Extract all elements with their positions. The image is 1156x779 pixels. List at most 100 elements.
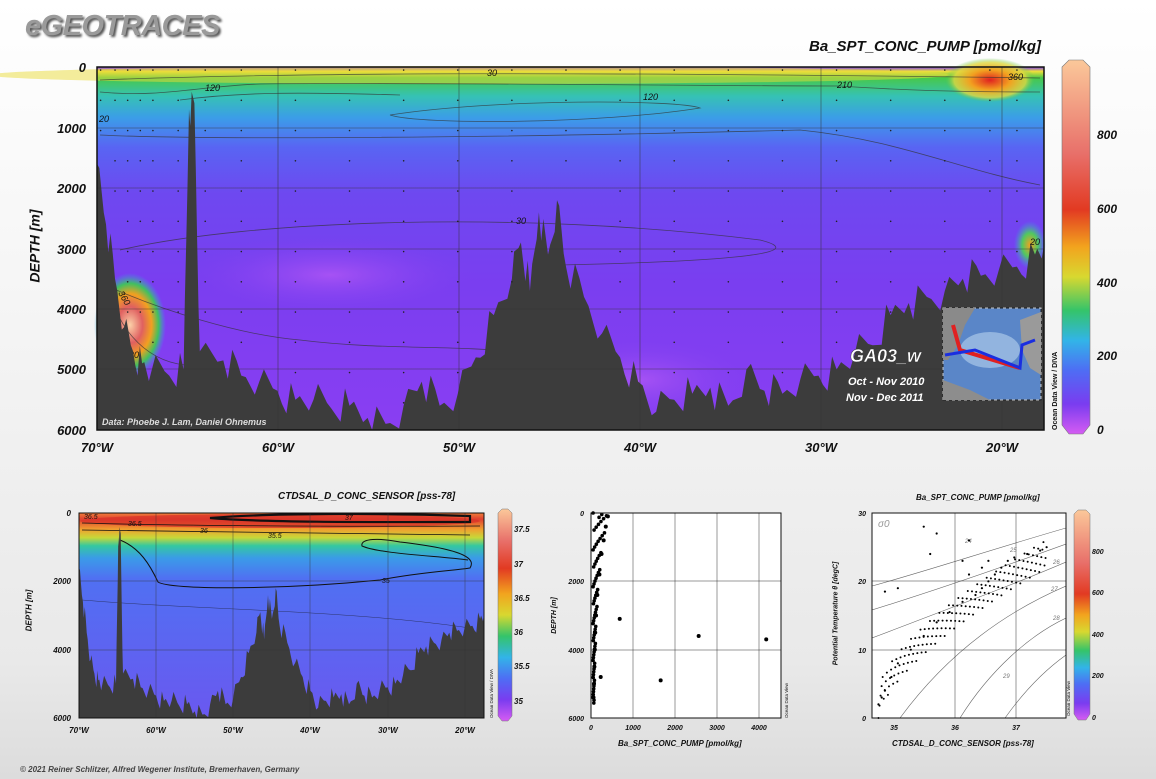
station-sample-dot xyxy=(943,129,946,132)
ts-point xyxy=(913,644,916,647)
colorbar-side-label: Ocean Data View / DIVA xyxy=(1052,352,1059,430)
scatter-point xyxy=(593,596,597,600)
station-sample-dot xyxy=(402,280,405,283)
main-colorbar xyxy=(1061,59,1091,435)
scatter-point xyxy=(595,556,600,561)
y-tick-label: 4000 xyxy=(567,648,584,655)
ts-point xyxy=(955,612,958,615)
station-sample-dot xyxy=(673,341,676,344)
scatter-point xyxy=(592,684,596,688)
ts-point xyxy=(895,658,898,661)
ts-point xyxy=(961,597,964,600)
scatter-ylabel: DEPTH [m] xyxy=(550,597,558,634)
ts-point xyxy=(946,611,949,614)
y-tick-label: 4000 xyxy=(56,302,87,317)
station-sample-dot xyxy=(126,311,129,313)
x-tick-label: 2000 xyxy=(666,725,683,732)
station-sample-dot xyxy=(889,99,892,102)
station-sample-dot xyxy=(565,129,567,132)
station-sample-dot xyxy=(204,250,207,253)
station-sample-dot xyxy=(456,311,459,313)
station-sample-dot xyxy=(294,371,297,374)
ts-point xyxy=(1026,560,1029,563)
station-sample-dot xyxy=(781,311,784,313)
scatter-point xyxy=(591,675,596,680)
scatter-point xyxy=(592,678,597,683)
ts-point xyxy=(944,627,947,630)
ts-point xyxy=(1016,574,1019,577)
scatter-point xyxy=(594,525,598,529)
station-sample-dot xyxy=(835,341,838,344)
contour-label: 37 xyxy=(345,515,354,522)
station-sample-dot xyxy=(727,250,730,253)
ts-point xyxy=(945,619,948,622)
station-sample-dot xyxy=(943,280,946,283)
x-tick-label: 40°W xyxy=(623,440,658,455)
station-sample-dot xyxy=(673,220,676,223)
station-sample-dot xyxy=(673,69,676,71)
ts-point xyxy=(922,635,925,638)
colorbar-tick: 200 xyxy=(1091,673,1104,680)
station-sample-dot xyxy=(402,99,405,102)
scatter-point xyxy=(600,533,604,538)
ts-point xyxy=(1021,567,1024,570)
ts-point xyxy=(963,612,966,615)
ts-point xyxy=(1013,565,1016,568)
station-sample-dot xyxy=(673,159,676,162)
station-sample-dot xyxy=(889,69,892,71)
ts-point xyxy=(901,670,904,673)
ts-point xyxy=(919,628,922,631)
contour-label: 30 xyxy=(487,68,497,78)
station-sample-dot xyxy=(889,220,892,223)
scatter-point xyxy=(592,528,596,532)
ts-point xyxy=(935,621,938,624)
ts-point xyxy=(1027,553,1030,556)
ts-point xyxy=(930,642,933,645)
station-sample-dot xyxy=(177,311,179,313)
scatter-point xyxy=(594,576,598,581)
colorbar-tick: 400 xyxy=(1091,632,1104,639)
ts-point xyxy=(935,532,938,535)
colorbar-tick: 0 xyxy=(1097,423,1104,437)
ts-point xyxy=(894,666,897,669)
station-sample-dot xyxy=(204,99,207,102)
station-sample-dot xyxy=(152,69,154,71)
station-sample-dot xyxy=(152,159,154,162)
contour-label: 210 xyxy=(836,80,852,90)
scatter-point xyxy=(591,584,595,589)
scatter-point xyxy=(593,613,597,617)
x-tick-label: 20°W xyxy=(454,726,476,735)
scatter-point xyxy=(593,593,598,598)
scatter-point xyxy=(592,647,597,651)
ts-point xyxy=(1009,588,1012,591)
ts-point xyxy=(974,598,977,601)
colorbar-tick: 600 xyxy=(1097,202,1117,216)
ts-point xyxy=(905,669,908,672)
ts-point xyxy=(898,664,901,667)
station-sample-dot xyxy=(835,250,838,253)
ts-point xyxy=(1028,576,1031,579)
colorbar-tick: 800 xyxy=(1092,549,1104,556)
y-tick-label: 5000 xyxy=(57,362,87,377)
scatter-point xyxy=(591,692,596,697)
station-sample-dot xyxy=(456,129,459,132)
scatter-point xyxy=(591,635,596,640)
sigma-label: σ0 xyxy=(878,519,890,530)
station-sample-dot xyxy=(139,250,142,253)
ts-point xyxy=(929,552,932,556)
ts-point xyxy=(1013,556,1016,559)
ts-point xyxy=(1017,566,1020,569)
ts-point xyxy=(947,604,950,607)
station-sample-dot xyxy=(240,311,243,313)
ts-point xyxy=(883,688,886,691)
ts-point xyxy=(1019,582,1022,585)
ts-point xyxy=(1003,571,1006,574)
station-sample-dot xyxy=(240,250,243,253)
station-sample-dot xyxy=(727,129,730,132)
ts-point xyxy=(974,593,977,597)
colorbar-tick: 37.5 xyxy=(514,525,530,534)
station-sample-dot xyxy=(126,250,129,253)
scatter-point xyxy=(591,655,596,660)
ts-point xyxy=(887,685,890,688)
station-sample-dot xyxy=(456,280,459,283)
